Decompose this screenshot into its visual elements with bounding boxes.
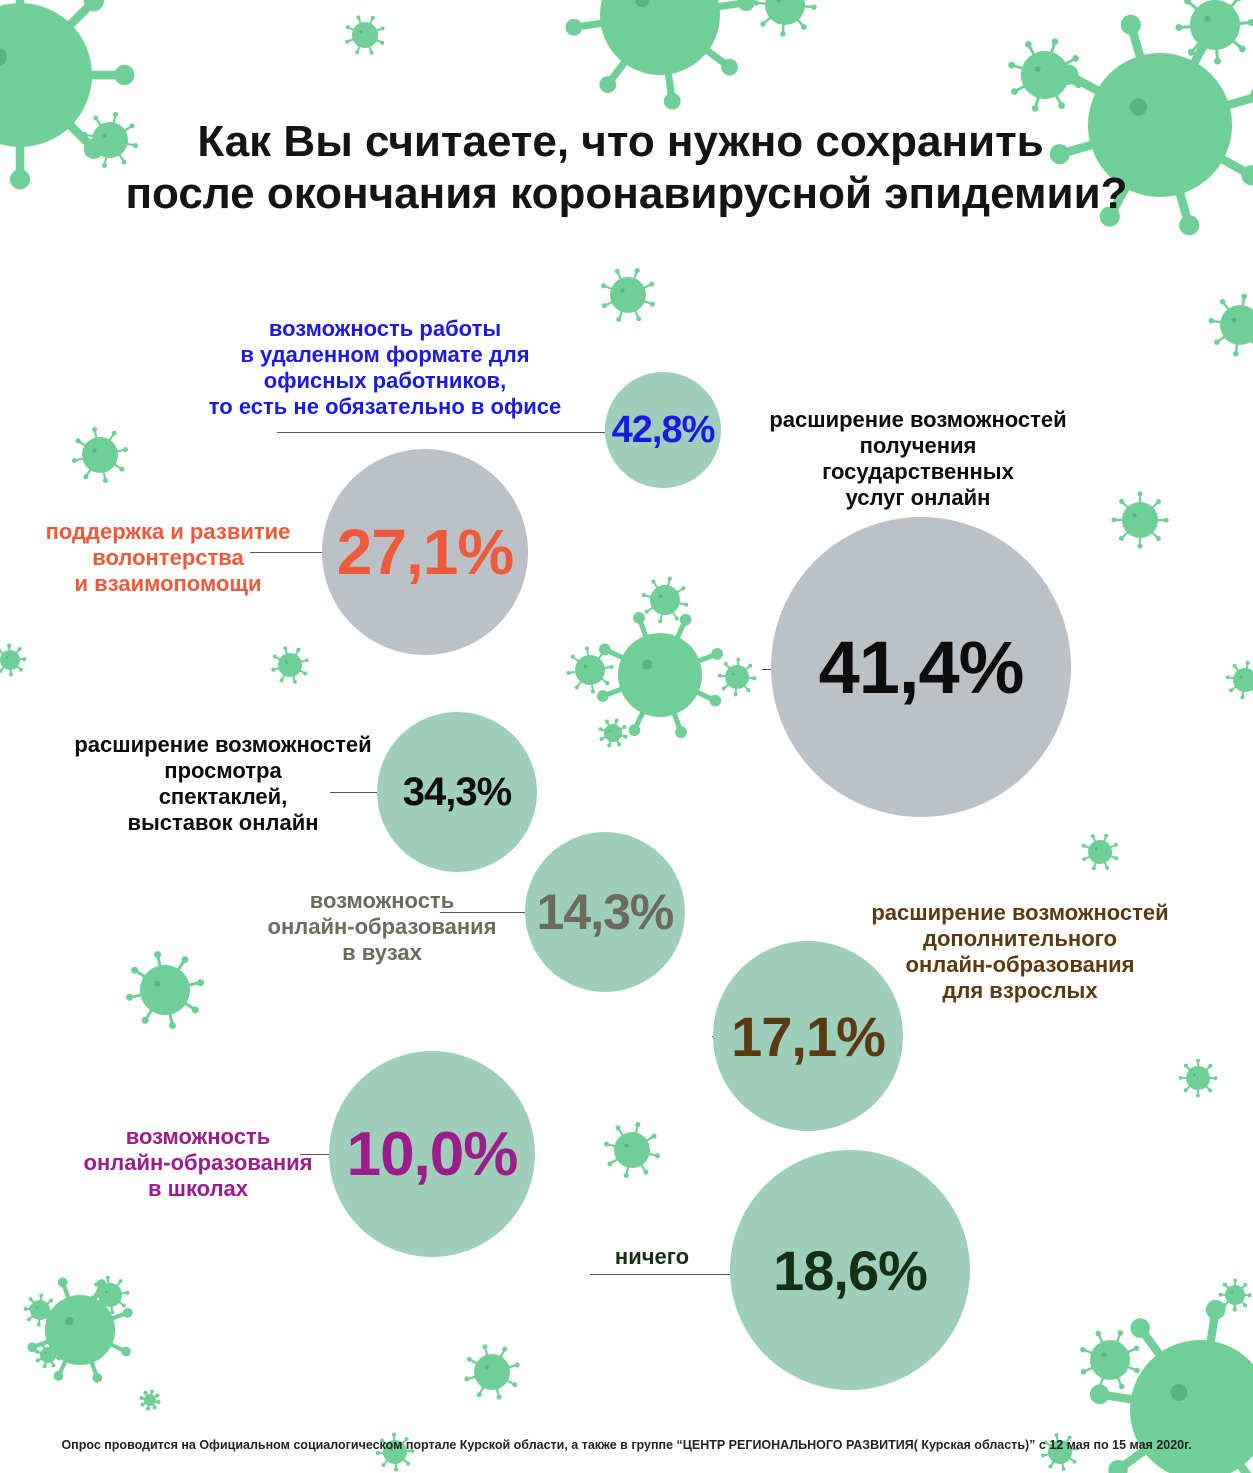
bubble-label: поддержка и развитие волонтерства и взаимо… bbox=[46, 519, 291, 597]
virus-icon bbox=[1040, 1432, 1080, 1472]
virus-icon bbox=[1175, 0, 1253, 65]
virus-icon bbox=[375, 1432, 415, 1472]
bubble-label-line: просмотра bbox=[164, 758, 282, 783]
bubble-label-line: поддержка и развитие bbox=[45, 519, 291, 544]
virus-icon bbox=[23, 1293, 57, 1327]
title-line-1: Как Вы считаете, что нужно сохранить bbox=[197, 117, 1044, 166]
virus-icon bbox=[126, 951, 204, 1029]
virus-icon bbox=[71, 426, 129, 484]
virus-icon bbox=[27, 1277, 133, 1383]
bubble-label-line: расширение возможностей bbox=[769, 407, 1067, 432]
bubble-label-line: возможность работы bbox=[268, 316, 502, 341]
bubble-label: расширение возможностей дополнительного он… bbox=[871, 900, 1168, 1004]
virus-icon bbox=[1008, 38, 1082, 112]
bubble-label: возможность работы в удаленном формате дл… bbox=[209, 316, 561, 420]
bubble-label: возможность онлайн-образования в вузах bbox=[268, 888, 497, 966]
bubble-label-line: в школах bbox=[147, 1176, 249, 1201]
virus-icon bbox=[1218, 1278, 1252, 1312]
bubble: 18,6% bbox=[730, 1150, 970, 1390]
bubble-label-line: государственных bbox=[822, 459, 1014, 484]
bubble-label-line: дополнительного bbox=[923, 926, 1117, 951]
virus-icon bbox=[90, 1275, 130, 1315]
bubble: 27,1% bbox=[322, 449, 528, 655]
virus-icon bbox=[271, 646, 309, 684]
bubble-value: 18,6% bbox=[773, 1238, 928, 1302]
virus-icon bbox=[565, 0, 755, 110]
footer-note: Опрос проводится на Официальном социалог… bbox=[61, 1438, 1192, 1452]
connector-line bbox=[250, 552, 322, 553]
bubble-label: расширение возможностей просмотра спектакл… bbox=[74, 732, 371, 836]
bubble-label-line: ничего bbox=[614, 1244, 690, 1269]
bubble-label-line: расширение возможностей bbox=[871, 900, 1169, 925]
bubble: 10,0% bbox=[329, 1051, 535, 1257]
connector-line bbox=[712, 1036, 713, 1037]
virus-icon bbox=[604, 1122, 660, 1178]
bubble-label-line: в удаленном формате для bbox=[240, 342, 530, 367]
virus-icon bbox=[1049, 14, 1253, 236]
bubble-value: 14,3% bbox=[536, 884, 675, 940]
virus-icon bbox=[0, 643, 27, 677]
bubble-label-line: возможность bbox=[125, 1124, 271, 1149]
bubble-label-line: спектаклей, bbox=[158, 784, 288, 809]
virus-icon bbox=[641, 576, 689, 624]
connector-line bbox=[590, 1274, 730, 1275]
connector-line bbox=[440, 912, 525, 913]
bubble-label: расширение возможностей получения государс… bbox=[769, 407, 1066, 511]
virus-icon bbox=[1080, 1330, 1140, 1390]
connector-line bbox=[277, 432, 605, 433]
virus-icon bbox=[566, 646, 614, 694]
virus-icon bbox=[601, 268, 655, 322]
bubble-label-line: получения bbox=[859, 433, 977, 458]
bubble-label-line: выставок онлайн bbox=[127, 810, 319, 835]
virus-icon bbox=[717, 657, 757, 697]
connector-line bbox=[330, 792, 377, 793]
bubble: 34,3% bbox=[377, 712, 537, 872]
bubble-label-line: то есть не обязательно в офисе bbox=[208, 394, 562, 419]
bubble: 41,4% bbox=[771, 517, 1071, 817]
bubble-value: 17,1% bbox=[731, 1004, 886, 1068]
virus-icon bbox=[1178, 1058, 1218, 1098]
connector-line bbox=[300, 1154, 329, 1155]
bubble-label-line: расширение возможностей bbox=[74, 732, 372, 757]
virus-icon bbox=[1111, 491, 1169, 549]
virus-icon bbox=[1089, 1299, 1253, 1473]
bubble: 42,8% bbox=[605, 372, 721, 488]
bubble-value: 42,8% bbox=[611, 408, 716, 451]
virus-icon bbox=[34, 1341, 62, 1369]
bubble-label-line: услуг онлайн bbox=[845, 485, 991, 510]
bubble-label-line: онлайн-образования bbox=[267, 914, 497, 939]
bubble-label-line: для взрослых bbox=[942, 978, 1098, 1003]
bubble: 14,3% bbox=[525, 832, 685, 992]
connector-line bbox=[762, 669, 771, 670]
bubble: 17,1% bbox=[713, 941, 903, 1131]
bubble-value: 10,0% bbox=[346, 1119, 519, 1189]
bubble-value: 27,1% bbox=[336, 516, 514, 588]
virus-icon bbox=[753, 0, 817, 37]
virus-icon bbox=[1208, 293, 1253, 357]
bubble-label-line: онлайн-образования bbox=[905, 952, 1135, 977]
bubble-label-line: возможность bbox=[309, 888, 455, 913]
bubble-label: возможность онлайн-образования в школах bbox=[84, 1124, 313, 1202]
bubble-label-line: офисных работников, bbox=[263, 368, 507, 393]
bubble-label: ничего bbox=[615, 1244, 689, 1270]
virus-icon bbox=[464, 1344, 520, 1400]
virus-icon bbox=[1081, 833, 1119, 871]
virus-icon bbox=[1225, 660, 1253, 700]
title-line-2: после окончания коронавирусной эпидемии? bbox=[125, 169, 1128, 218]
virus-icon bbox=[345, 15, 385, 55]
bubble-value: 34,3% bbox=[402, 769, 512, 814]
bubble-label-line: в вузах bbox=[342, 940, 422, 965]
bubble-label-line: и взаимопомощи bbox=[74, 571, 262, 596]
virus-icon bbox=[81, 111, 139, 169]
bubble-label-line: онлайн-образования bbox=[83, 1150, 313, 1175]
bubble-value: 41,4% bbox=[818, 625, 1025, 709]
bubble-label-line: волонтерства bbox=[92, 545, 244, 570]
virus-icon bbox=[139, 1389, 161, 1411]
virus-icon bbox=[596, 611, 724, 739]
virus-icon bbox=[598, 718, 628, 748]
